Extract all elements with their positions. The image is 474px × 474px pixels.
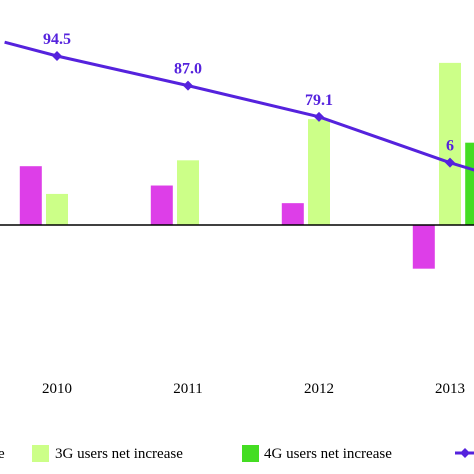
bar-series1-2: [308, 119, 330, 225]
x-tick-label-2011: 2011: [173, 381, 202, 397]
line-data-label-4: 6: [446, 138, 454, 155]
legend-label-0: e: [0, 446, 5, 462]
line-data-label-3: 79.1: [305, 92, 333, 109]
legend-marker-3: [460, 448, 470, 458]
legend-label-1: 3G users net increase: [55, 446, 183, 462]
line-data-label-2: 87.0: [174, 61, 202, 78]
legend-label-2: 4G users net increase: [264, 446, 392, 462]
line-marker-3: [314, 111, 324, 122]
bar-series0-2: [281, 203, 304, 225]
x-tick-label-2010: 2010: [42, 381, 72, 397]
bar-series1-3: [439, 62, 461, 225]
line-data-label-1: 94.5: [43, 31, 71, 48]
bar-series1-0: [46, 193, 68, 225]
bar-series0-1: [150, 185, 173, 225]
x-tick-label-2012: 2012: [304, 381, 334, 397]
bar-series1-1: [177, 160, 199, 225]
legend: e 3G users net increase 4G users net incre…: [0, 445, 474, 462]
legend-swatch-2: [242, 445, 259, 462]
x-tick-labels: 2010 2011 2012 2013: [42, 381, 465, 397]
bar-series0-0: [19, 166, 42, 225]
line-series-path: [4, 40, 474, 172]
bar-series0-3: [412, 225, 435, 269]
line-marker-1: [52, 51, 62, 61]
data-labels-layer: 94.5 87.0 79.1 6: [43, 31, 454, 155]
line-marker-4: [445, 157, 455, 168]
line-series-layer: [4, 40, 474, 172]
legend-swatch-1: [32, 445, 49, 462]
x-tick-label-2013: 2013: [435, 381, 465, 397]
bars-layer: [19, 62, 474, 269]
bar-series2-0: [465, 142, 474, 225]
line-marker-2: [183, 80, 193, 91]
